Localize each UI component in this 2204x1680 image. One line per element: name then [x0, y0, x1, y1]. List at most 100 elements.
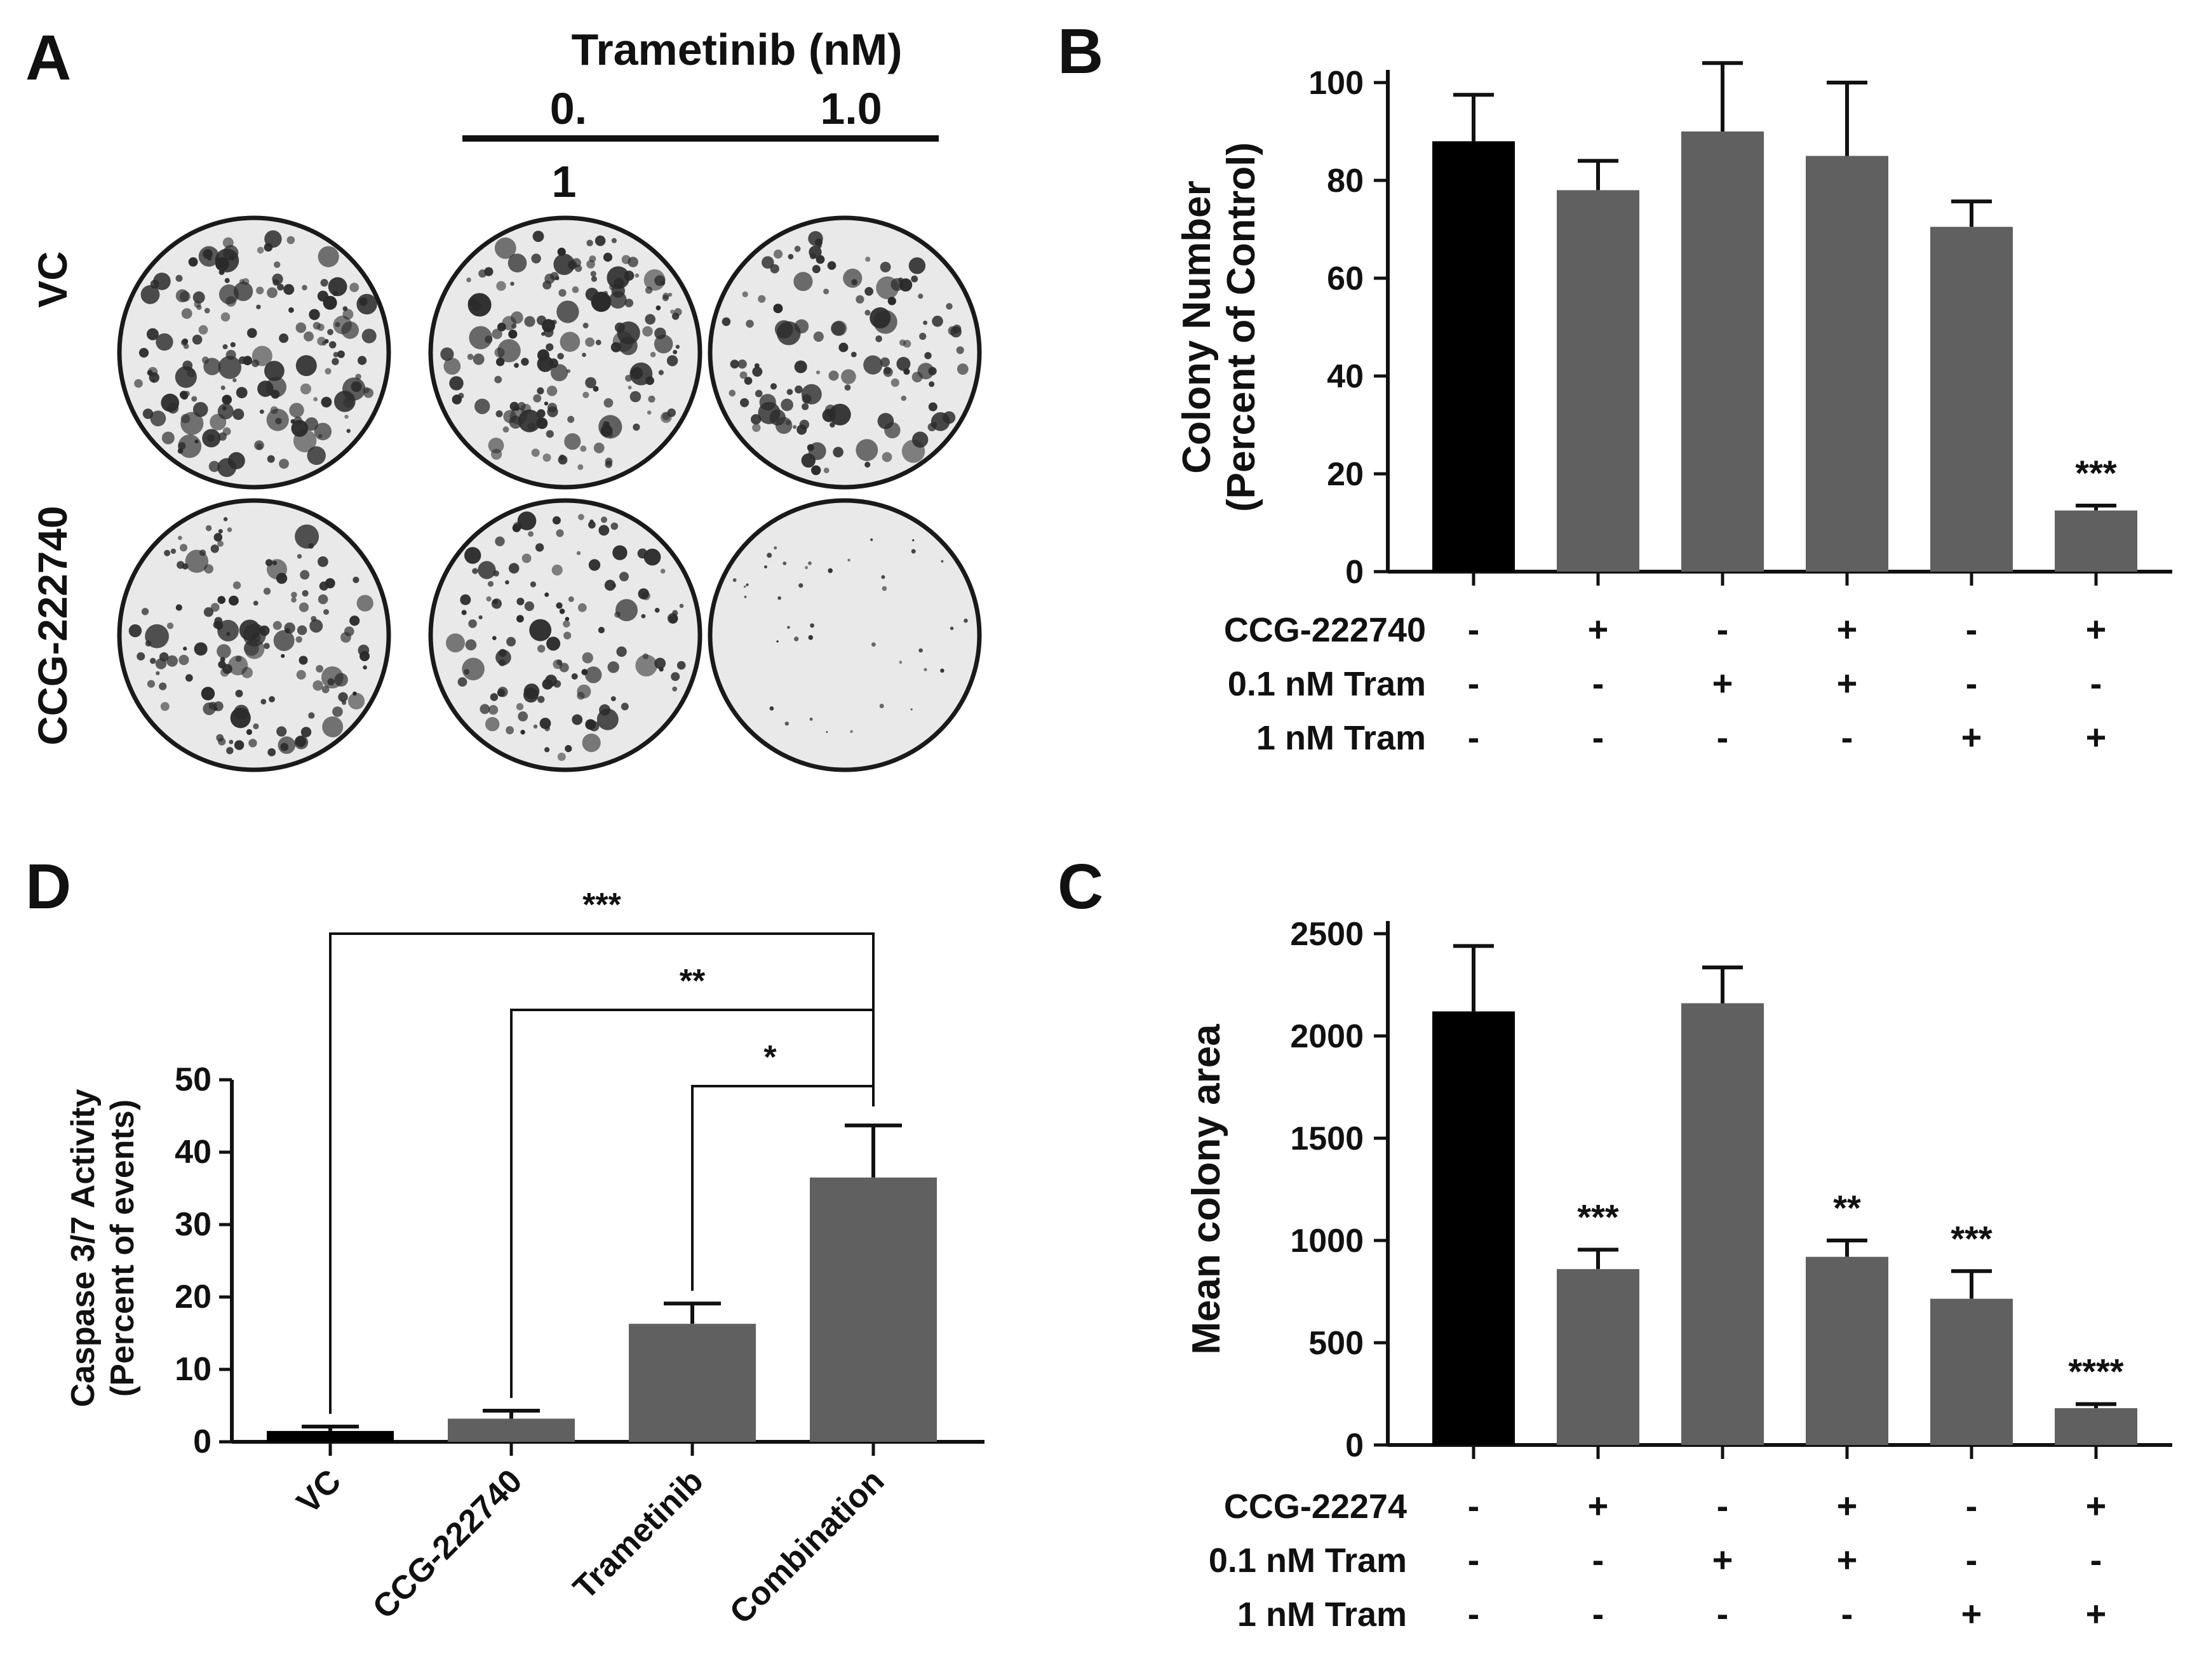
colony-dot: [182, 338, 189, 345]
colony-dot: [769, 409, 786, 426]
colony-dot: [823, 288, 830, 295]
colony-dot: [266, 408, 289, 431]
colony-dot: [796, 424, 807, 435]
colony-dot: [440, 347, 454, 361]
condition-symbol: +: [1712, 663, 1733, 703]
colony-dot: [882, 586, 887, 591]
colony-dot: [494, 237, 516, 259]
condition-symbol: -: [1717, 609, 1729, 649]
colony-dot: [598, 626, 605, 634]
colony-dot: [751, 414, 762, 425]
colony-dot: [737, 360, 747, 369]
colony-dot: [218, 737, 226, 746]
colony-dot: [277, 283, 284, 291]
y-tick-label: 50: [175, 1061, 212, 1098]
colony-dot: [523, 683, 540, 699]
colony-dot: [529, 619, 552, 642]
colony-dot: [811, 465, 821, 475]
colony-dot: [635, 273, 640, 278]
colony-dot: [647, 410, 652, 415]
colony-dot: [494, 375, 502, 384]
comparison-bracket: [510, 1009, 875, 1398]
colony-dot: [359, 651, 370, 661]
y-tick-label: 80: [1327, 163, 1364, 199]
colony-dot: [295, 524, 319, 549]
colony-dot: [300, 570, 310, 580]
colony-dot: [149, 657, 156, 664]
colony-dot: [309, 619, 323, 633]
colony-dot: [461, 610, 467, 615]
colony-dot: [192, 401, 208, 417]
colony-dot: [285, 628, 290, 633]
colony-dot: [633, 423, 640, 431]
colony-dot: [739, 371, 748, 379]
colony-dot: [532, 231, 544, 242]
colony-dot: [544, 401, 549, 406]
colony-dot: [823, 467, 830, 473]
colony-dot: [232, 408, 245, 420]
significance-label: ***: [1951, 1218, 1992, 1258]
plate-vc-1: [428, 215, 702, 490]
colony-dot: [572, 286, 579, 293]
colony-dot: [464, 669, 470, 675]
colony-dot: [222, 394, 232, 405]
colony-dot: [317, 337, 326, 346]
colony-dot: [505, 580, 509, 585]
comparison-significance: ***: [582, 887, 621, 924]
colony-dot: [207, 434, 215, 442]
colony-dot: [604, 579, 616, 591]
y-tick-label: 10: [175, 1351, 212, 1388]
colony-dot: [571, 673, 578, 680]
colony-dot: [919, 332, 927, 340]
colony-dot: [227, 527, 232, 532]
x-category-label: Trametinib: [567, 1462, 711, 1606]
colony-dot: [795, 385, 803, 394]
colony-dot: [565, 745, 572, 753]
colony-dot: [517, 511, 537, 530]
condition-symbol: +: [1837, 1486, 1858, 1526]
colony-dot: [222, 427, 231, 436]
colony-dot: [465, 639, 477, 651]
colony-dot: [203, 358, 221, 375]
colony-dot: [220, 668, 229, 677]
colony-dot: [128, 624, 142, 638]
dose-high-label: 1.0: [820, 84, 882, 133]
colony-dot: [777, 596, 781, 600]
colony-dot: [783, 561, 787, 565]
colony-dot: [205, 525, 212, 532]
colony-dot: [234, 740, 245, 750]
colony-dot: [924, 668, 927, 671]
colony-dot: [179, 291, 191, 302]
colony-dot: [321, 396, 332, 408]
colony-dot: [950, 626, 954, 630]
colony-dot: [911, 549, 916, 554]
colony-dot: [272, 279, 279, 286]
colony-dot: [896, 356, 911, 371]
row-label-vc: VC: [30, 252, 76, 308]
colony-dot: [669, 614, 678, 624]
bar: [2055, 1408, 2137, 1445]
colony-dot: [642, 653, 649, 660]
colony-dot: [952, 325, 962, 333]
colony-dot: [497, 687, 508, 697]
colony-dot: [518, 711, 528, 722]
condition-symbol: -: [1717, 1594, 1729, 1634]
colony-dot: [342, 309, 354, 320]
colony-dot: [580, 445, 587, 452]
colony-dot: [215, 248, 239, 272]
colony-dot: [264, 243, 273, 252]
colony-dot: [654, 327, 666, 340]
colony-dot: [228, 655, 248, 676]
dose-low-label: 0.: [550, 84, 587, 133]
colony-dot: [598, 525, 610, 536]
colony-dot: [585, 337, 595, 347]
colony-dot: [185, 674, 193, 682]
colony-dot: [539, 718, 551, 729]
panel-b-chart: B 0 20 40 60 80 100 Colony Number (Percent of C…: [1058, 16, 2172, 757]
colony-dot: [344, 414, 349, 419]
colony-dot: [273, 630, 295, 651]
colony-dot: [628, 386, 632, 390]
trametinib-header: Trametinib (nM): [571, 25, 902, 74]
colony-dot: [264, 643, 270, 649]
